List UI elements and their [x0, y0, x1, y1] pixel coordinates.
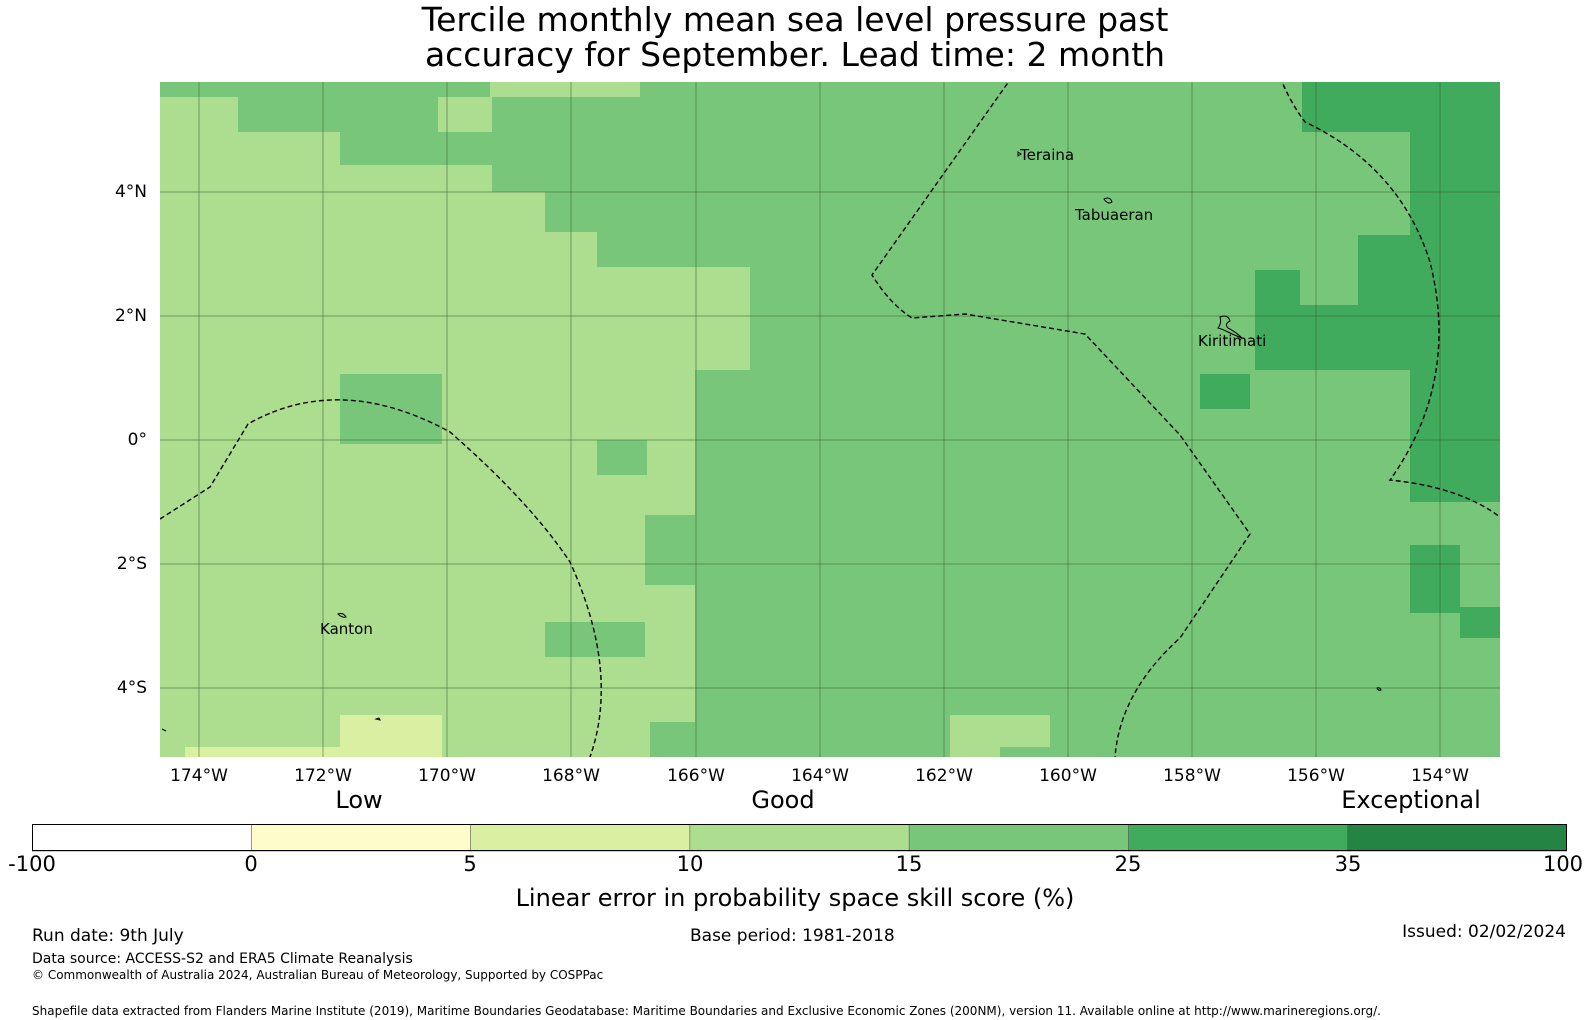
place-label-teraina: Teraina	[1020, 146, 1075, 164]
colorbar-label: Linear error in probability space skill …	[515, 884, 1075, 912]
colorbar-tick-label: 15	[895, 852, 923, 876]
skill-cell	[160, 82, 490, 97]
colorbar-bin	[1347, 824, 1567, 852]
base-period: Base period: 1981-2018	[690, 926, 895, 946]
run-date: Run date: 9th July	[32, 926, 184, 946]
island-kiritimati	[1217, 315, 1243, 339]
skill-cell	[340, 374, 442, 444]
colorbar-category-exceptional: Exceptional	[1341, 786, 1481, 814]
colorbar-bin	[1128, 824, 1349, 852]
x-tick-label: 162°W	[915, 766, 973, 786]
island-kanton	[337, 612, 347, 618]
colorbar-tick-label: 25	[1114, 852, 1142, 876]
skill-cell	[1255, 305, 1410, 370]
x-tick-label: 154°W	[1411, 766, 1469, 786]
skill-cell	[1460, 613, 1500, 638]
colorbar-tick-label: 5	[463, 852, 477, 876]
skill-cell	[650, 722, 930, 757]
chart-title-line1: Tercile monthly mean sea level pressure …	[421, 0, 1169, 39]
x-tick-label: 170°W	[418, 766, 476, 786]
skill-cell	[490, 82, 640, 97]
colorbar-bin	[32, 824, 253, 852]
colorbar-category-low: Low	[335, 786, 383, 814]
y-tick-label: 2°S	[116, 554, 147, 574]
colorbar-bin	[689, 824, 910, 852]
skill-cell	[695, 370, 1500, 757]
eez-boundary-line-islands-west	[871, 82, 1251, 757]
data-source: Data source: ACCESS-S2 and ERA5 Climate …	[32, 951, 413, 967]
skill-cell	[238, 97, 438, 132]
colorbar-bins	[32, 824, 1567, 852]
skill-cell	[1358, 235, 1410, 305]
colorbar-tick-label: -100	[8, 852, 56, 876]
place-label-tabuaeran: Tabuaeran	[1075, 206, 1154, 224]
island-small-1	[374, 717, 381, 721]
colorbar-tick-label: 100	[1542, 852, 1584, 876]
y-tick-label: 2°N	[114, 306, 147, 326]
island-tabuaeran	[1103, 197, 1113, 204]
copyright: © Commonwealth of Australia 2024, Austra…	[32, 968, 604, 982]
island-small-3	[161, 728, 167, 732]
x-tick-label: 156°W	[1287, 766, 1345, 786]
issued-date: Issued: 02/02/2024	[1402, 922, 1566, 942]
skill-score-map	[160, 82, 1500, 757]
skill-cell	[1255, 270, 1300, 305]
island-teraina	[1017, 151, 1022, 157]
x-tick-label: 160°W	[1039, 766, 1097, 786]
x-tick-label: 174°W	[170, 766, 228, 786]
x-tick-label: 172°W	[294, 766, 352, 786]
chart-title-line2: accuracy for September. Lead time: 2 mon…	[424, 35, 1166, 74]
skill-cell	[1410, 82, 1500, 502]
skill-cell	[185, 747, 340, 757]
eez-boundary-phoenix	[160, 399, 602, 757]
colorbar-bin	[908, 824, 1130, 852]
skill-cell	[597, 232, 1500, 267]
shapefile-credit: Shapefile data extracted from Flanders M…	[32, 1004, 1381, 1018]
eez-boundaries	[160, 82, 1500, 757]
y-tick-label: 4°N	[114, 182, 147, 202]
x-tick-label: 166°W	[667, 766, 725, 786]
skill-cell	[340, 132, 492, 165]
colorbar-bin	[250, 824, 472, 852]
colorbar	[32, 824, 1567, 852]
colorbar-tick-label: 0	[244, 852, 258, 876]
place-label-kiritimati: Kiritimati	[1198, 332, 1267, 350]
colorbar-tick-label: 10	[676, 852, 704, 876]
island-small-2	[1376, 687, 1382, 691]
skill-cell	[1460, 502, 1500, 607]
map-gridlines	[160, 82, 1500, 757]
skill-cell	[645, 515, 705, 585]
y-tick-label: 0°	[127, 430, 147, 450]
colorbar-bin	[470, 824, 691, 852]
skill-cell	[640, 82, 1500, 97]
place-label-kanton: Kanton	[320, 620, 373, 638]
x-tick-label: 168°W	[542, 766, 600, 786]
y-tick-label: 4°S	[116, 678, 147, 698]
eez-boundary-line-islands-east	[1281, 82, 1500, 518]
skill-cell	[545, 192, 1500, 232]
skill-cell	[545, 622, 645, 657]
colorbar-tick-label: 35	[1334, 852, 1362, 876]
x-tick-label: 164°W	[791, 766, 849, 786]
skill-cell	[1200, 374, 1250, 409]
skill-cell	[340, 715, 442, 757]
island-outlines	[161, 151, 1382, 732]
skill-cell	[1000, 747, 1050, 757]
skill-grid-cells	[160, 82, 1500, 757]
colorbar-category-good: Good	[751, 786, 815, 814]
x-tick-label: 158°W	[1163, 766, 1221, 786]
skill-cell	[440, 97, 490, 132]
skill-cell	[597, 440, 647, 475]
